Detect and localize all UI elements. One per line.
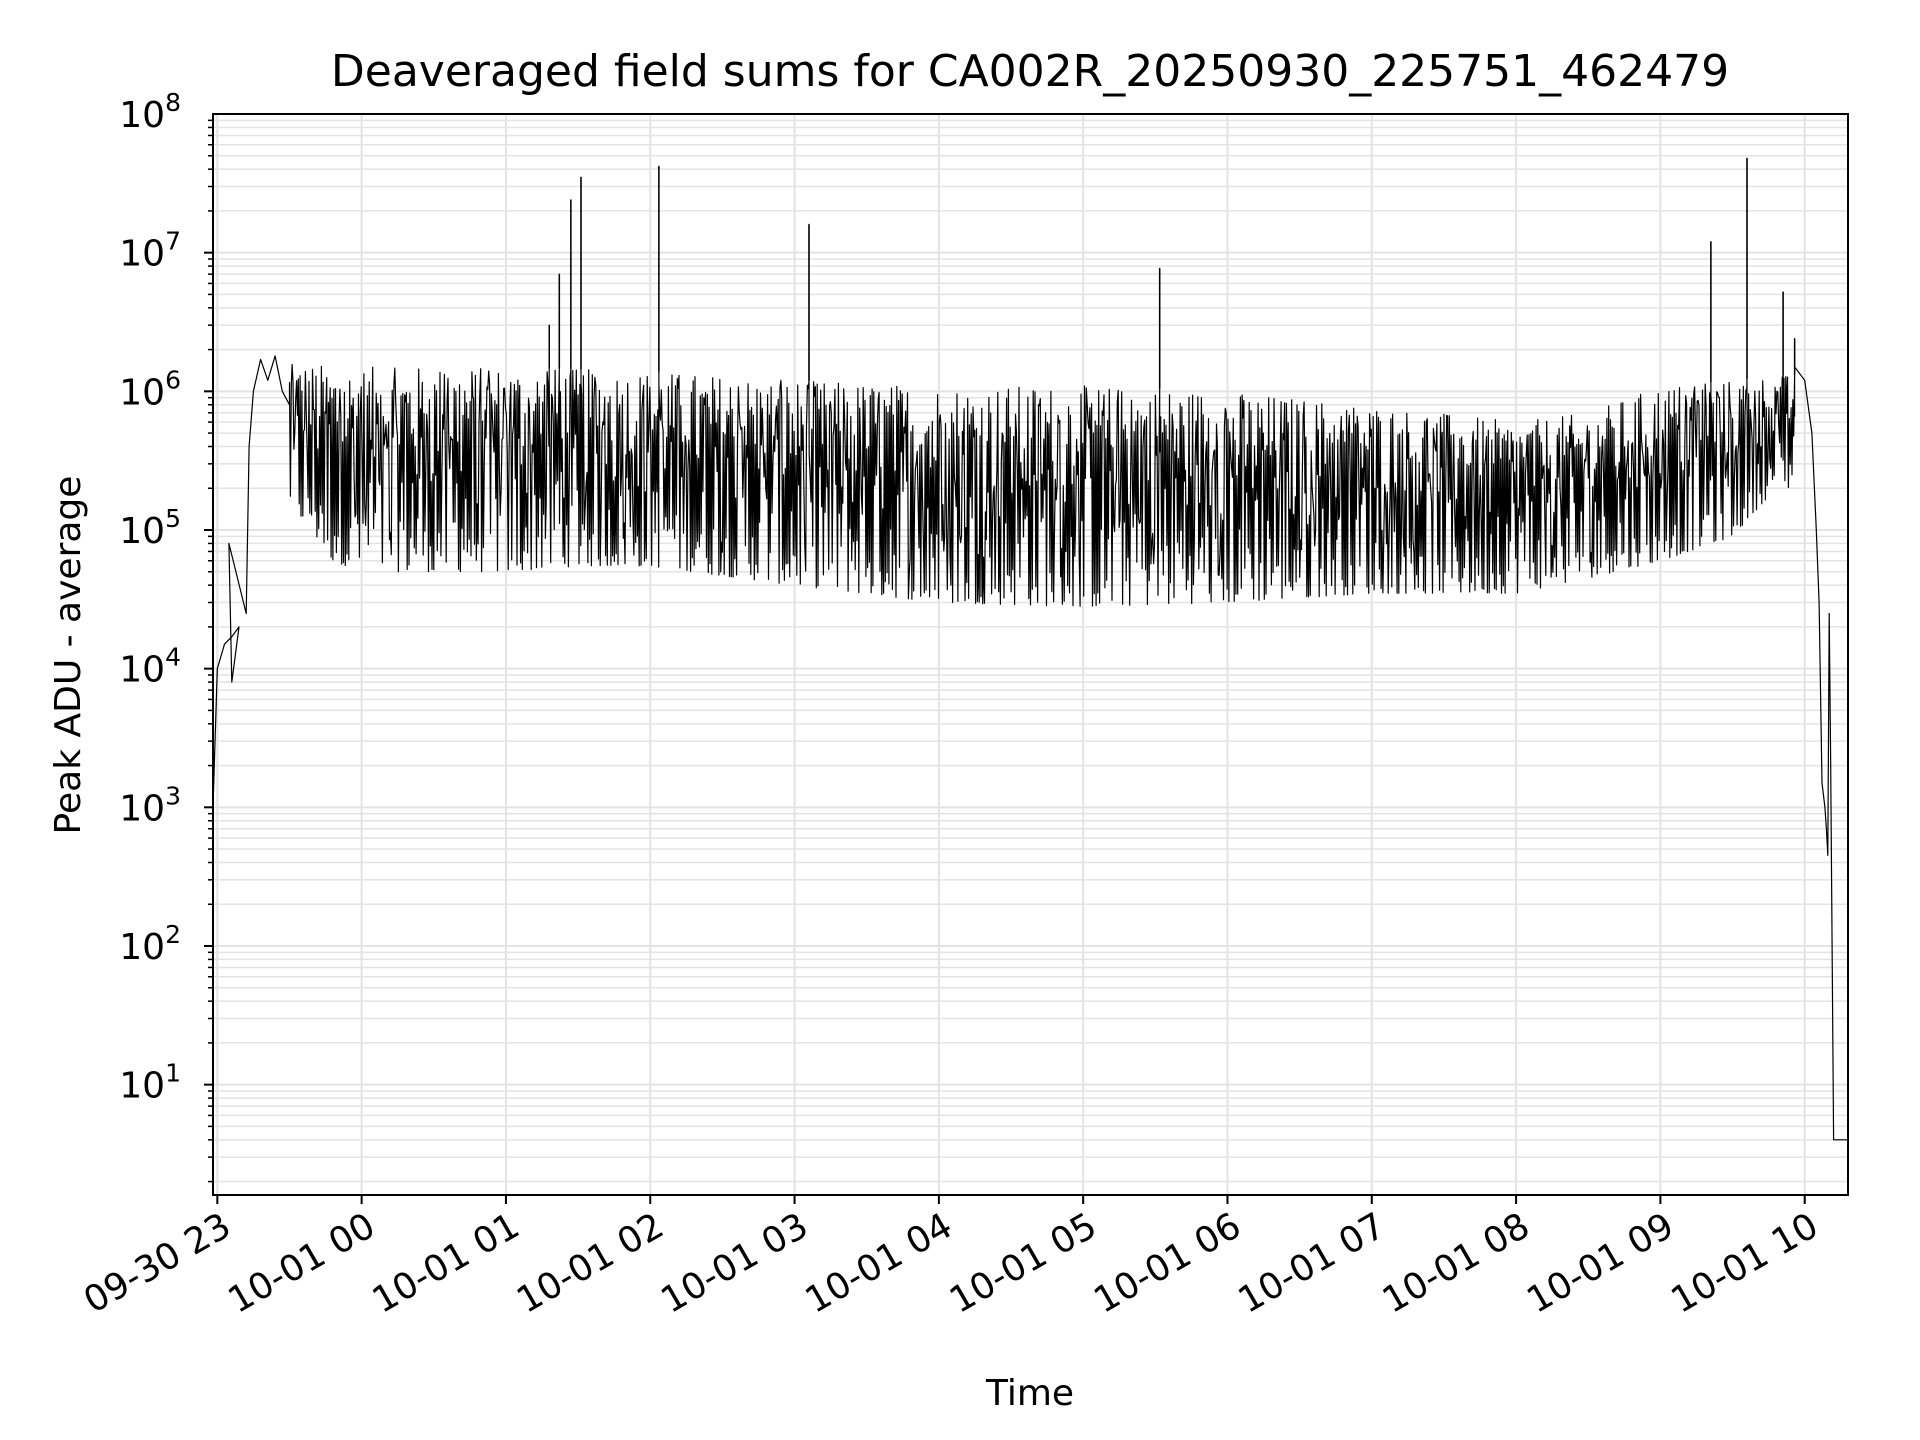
series-line [212, 157, 1848, 1141]
plot-frame [212, 113, 1849, 1196]
grid-layer [213, 114, 1848, 1195]
chart-title: Deaveraged field sums for CA002R_2025093… [331, 46, 1729, 97]
data-layer [212, 157, 1848, 1141]
y-tick-label: 103 [119, 781, 181, 829]
x-axis-label: Time [985, 1373, 1074, 1414]
y-tick-label: 105 [119, 504, 181, 552]
y-tick-label: 108 [119, 88, 181, 136]
y-tick-label: 101 [119, 1059, 181, 1107]
y-axis-label: Peak ADU - average [48, 476, 89, 835]
y-tick-label: 106 [119, 365, 181, 413]
y-tick-label: 107 [119, 227, 181, 275]
y-tick-label: 104 [119, 643, 181, 691]
y-tick-label: 102 [119, 920, 181, 968]
